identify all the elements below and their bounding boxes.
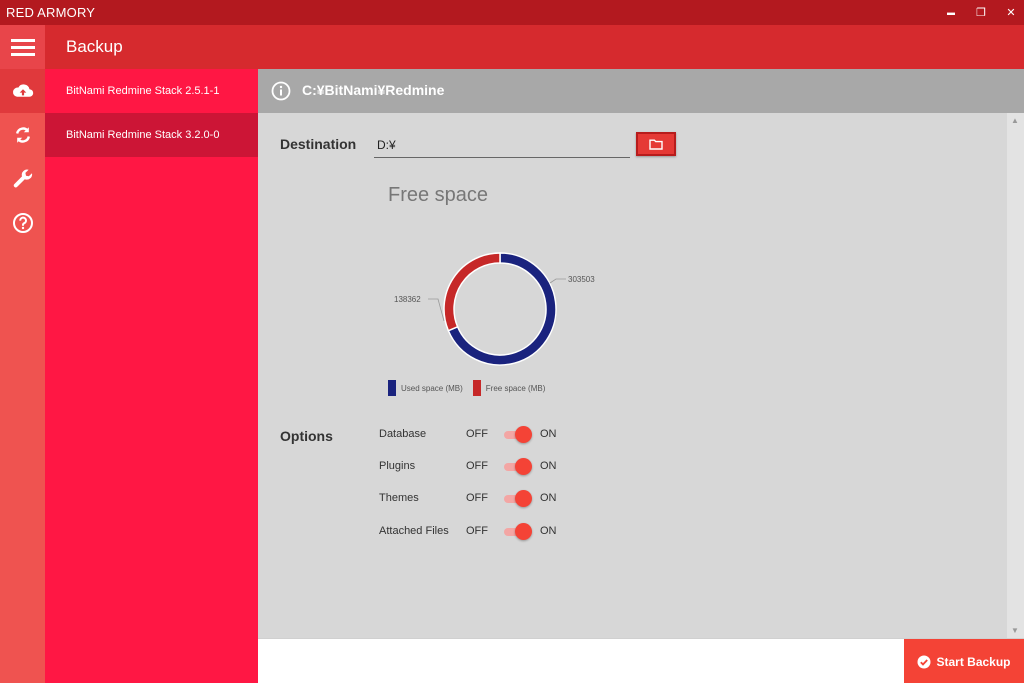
scroll-down-icon[interactable]: ▼ (1011, 626, 1019, 635)
on-label: ON (540, 460, 557, 472)
chart-title: Free space (388, 184, 489, 206)
options-label: Options (280, 428, 333, 444)
legend-item-used: Used space (MB) (388, 380, 463, 396)
stack-item-label: BitNami Redmine Stack 3.2.0-0 (66, 129, 220, 141)
page-title: Backup (66, 37, 123, 56)
close-icon: ✕ (1006, 7, 1016, 19)
app-header: Backup (0, 25, 1024, 69)
minimize-icon: ▬ (947, 8, 955, 17)
database-toggle[interactable] (502, 426, 534, 443)
slice-label-used: 303503 (568, 275, 595, 284)
minimize-button[interactable]: ▬ (936, 0, 966, 25)
browse-folder-button[interactable] (636, 132, 676, 156)
off-label: OFF (466, 525, 488, 537)
install-path: C:¥BitNami¥Redmine (302, 82, 445, 98)
footer-bar: Start Backup (258, 638, 1024, 683)
on-label: ON (540, 492, 557, 504)
off-label: OFF (466, 492, 488, 504)
start-backup-label: Start Backup (936, 654, 1011, 669)
stack-item-label: BitNami Redmine Stack 2.5.1-1 (66, 85, 220, 97)
slice-leader-lines (428, 278, 566, 322)
legend-swatch (472, 380, 481, 396)
vertical-scrollbar[interactable]: ▲ ▼ (1007, 113, 1024, 638)
hamburger-icon[interactable] (0, 25, 45, 69)
sync-icon (15, 127, 30, 143)
option-row-plugins: Plugins OFF ON (379, 457, 579, 477)
main-panel: C:¥BitNami¥Redmine ▲ ▼ Destination Free … (258, 69, 1024, 638)
legend-label: Used space (MB) (401, 383, 463, 393)
nav-strip (0, 69, 45, 683)
slice-label-free: 138362 (394, 295, 421, 304)
off-label: OFF (466, 428, 488, 440)
cloud-upload-icon (12, 84, 33, 97)
info-icon (271, 81, 291, 101)
option-name: Attached Files (379, 525, 449, 537)
destination-input[interactable] (374, 132, 630, 158)
app-title: RED ARMORY (6, 5, 96, 20)
legend-label: Free space (MB) (485, 383, 546, 393)
on-label: ON (540, 428, 557, 440)
check-circle-icon (917, 655, 931, 668)
title-bar: RED ARMORY ▬ ❐ ✕ (0, 0, 1024, 25)
option-name: Database (379, 428, 427, 440)
scroll-up-icon[interactable]: ▲ (1011, 116, 1019, 125)
option-row-database: Database OFF ON (379, 425, 579, 445)
option-row-attached-files: Attached Files OFF ON (379, 522, 579, 542)
off-label: OFF (466, 460, 488, 472)
option-name: Themes (379, 492, 419, 504)
start-backup-button[interactable]: Start Backup (904, 639, 1024, 683)
attached-files-toggle[interactable] (502, 523, 534, 540)
legend-item-free: Free space (MB) (472, 380, 546, 396)
on-label: ON (540, 525, 557, 537)
nav-settings[interactable] (0, 157, 45, 201)
nav-restore[interactable] (0, 113, 45, 157)
stack-item-selected[interactable]: BitNami Redmine Stack 3.2.0-0 (45, 113, 258, 157)
legend-swatch (388, 380, 396, 396)
free-space-donut-chart (443, 252, 557, 366)
destination-label: Destination (280, 136, 357, 152)
nav-backup[interactable] (0, 69, 45, 113)
stack-item[interactable]: BitNami Redmine Stack 2.5.1-1 (45, 69, 258, 113)
chart-legend: Used space (MB) Free space (MB) (388, 380, 555, 396)
nav-help[interactable] (0, 201, 45, 245)
help-circle-icon (12, 213, 33, 233)
close-button[interactable]: ✕ (996, 0, 1024, 25)
option-name: Plugins (379, 460, 416, 472)
plugins-toggle[interactable] (502, 458, 534, 475)
themes-toggle[interactable] (502, 490, 534, 507)
folder-icon (649, 139, 663, 150)
donut-slice-free (443, 252, 501, 332)
maximize-button[interactable]: ❐ (966, 0, 996, 25)
wrench-icon (13, 169, 32, 188)
option-row-themes: Themes OFF ON (379, 489, 579, 509)
path-bar: C:¥BitNami¥Redmine (258, 69, 1024, 113)
maximize-icon: ❐ (976, 7, 986, 19)
stack-list: BitNami Redmine Stack 2.5.1-1 BitNami Re… (45, 69, 258, 683)
